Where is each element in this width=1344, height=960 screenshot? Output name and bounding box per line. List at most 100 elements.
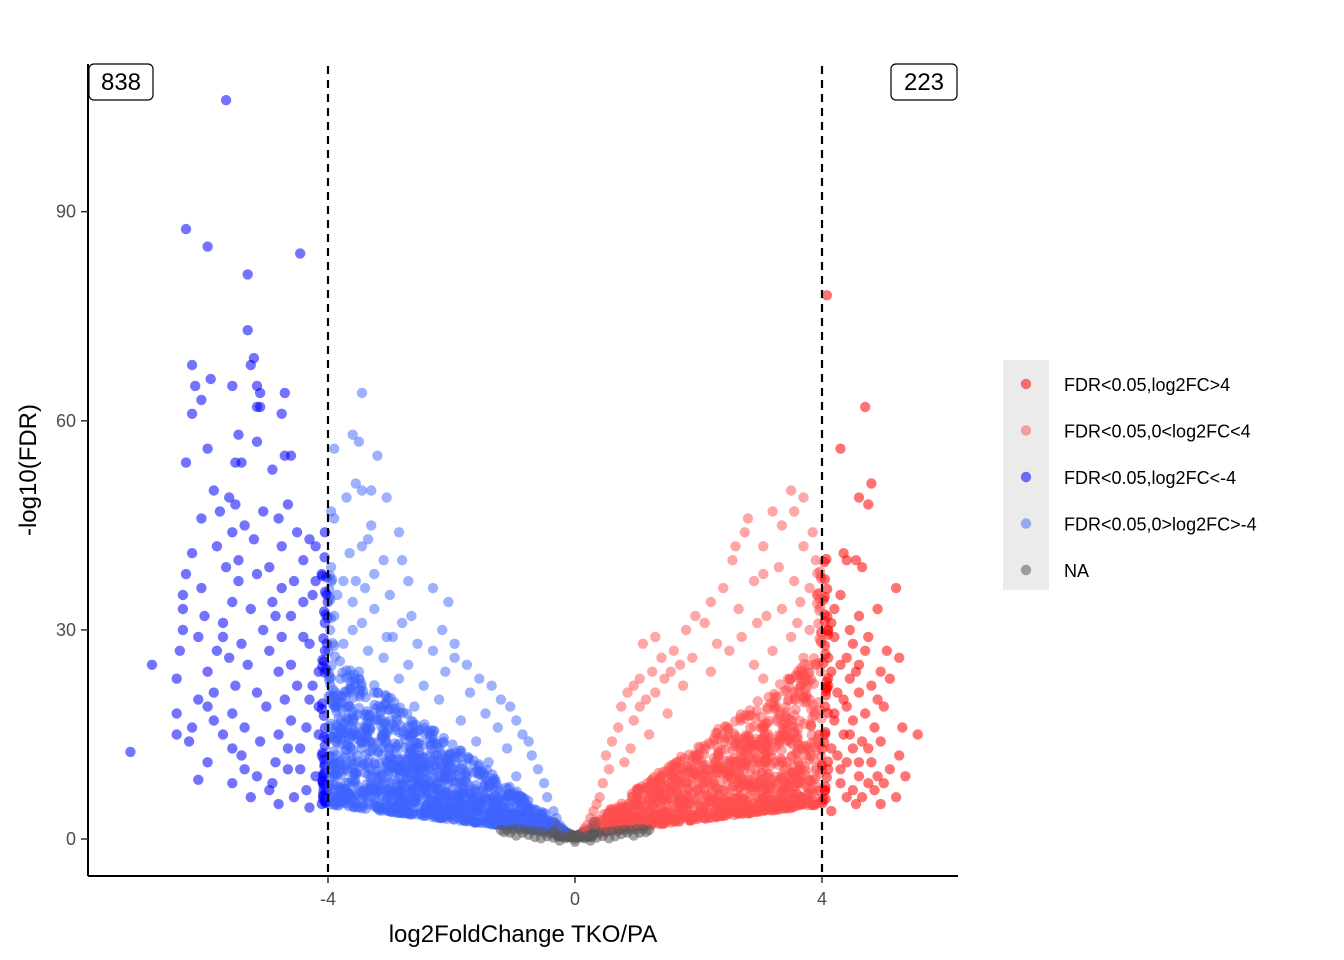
data-point bbox=[344, 548, 355, 559]
data-point bbox=[418, 680, 429, 691]
background-point bbox=[795, 681, 807, 692]
background-point bbox=[795, 669, 807, 681]
background-point bbox=[790, 704, 801, 715]
background-point bbox=[757, 767, 768, 779]
data-point bbox=[171, 729, 182, 740]
background-point bbox=[459, 810, 471, 821]
background-point bbox=[484, 777, 495, 788]
data-point bbox=[662, 708, 673, 719]
background-point bbox=[617, 813, 628, 824]
data-point bbox=[492, 722, 503, 733]
data-point bbox=[254, 736, 266, 747]
background-point bbox=[748, 782, 759, 793]
background-point bbox=[722, 723, 734, 735]
data-point bbox=[748, 575, 760, 587]
data-point bbox=[384, 589, 395, 601]
data-point bbox=[640, 694, 652, 705]
data-point bbox=[288, 792, 300, 803]
background-point bbox=[652, 776, 664, 787]
background-point bbox=[805, 720, 817, 731]
background-point bbox=[781, 777, 793, 788]
data-point bbox=[230, 499, 241, 510]
background-point bbox=[661, 789, 672, 800]
data-point bbox=[307, 589, 318, 601]
data-point bbox=[199, 610, 210, 622]
background-point bbox=[796, 764, 807, 776]
data-point bbox=[227, 380, 238, 392]
data-point bbox=[878, 778, 889, 789]
background-point bbox=[331, 706, 342, 717]
data-point bbox=[792, 617, 803, 629]
data-point bbox=[758, 673, 769, 684]
background-point bbox=[725, 773, 736, 784]
data-point bbox=[329, 443, 340, 454]
background-point bbox=[705, 792, 717, 803]
data-point bbox=[884, 673, 896, 684]
data-point bbox=[782, 673, 794, 684]
data-point bbox=[542, 831, 553, 842]
data-point bbox=[180, 457, 192, 468]
data-point bbox=[517, 729, 528, 740]
data-point bbox=[285, 715, 297, 726]
data-point bbox=[307, 680, 318, 691]
data-point bbox=[267, 778, 278, 789]
background-point bbox=[634, 783, 645, 795]
data-point bbox=[853, 610, 865, 622]
data-point bbox=[850, 555, 862, 566]
data-point bbox=[850, 666, 862, 677]
data-point bbox=[427, 792, 439, 803]
data-point bbox=[406, 610, 417, 622]
data-point bbox=[853, 492, 865, 503]
data-point bbox=[752, 617, 763, 629]
background-point bbox=[346, 758, 358, 770]
data-point bbox=[844, 729, 855, 740]
background-point bbox=[745, 722, 756, 733]
data-point bbox=[724, 645, 735, 656]
data-point bbox=[659, 673, 670, 684]
data-point bbox=[850, 798, 862, 810]
data-point bbox=[474, 805, 485, 817]
data-point bbox=[319, 617, 331, 629]
data-point bbox=[480, 708, 491, 719]
data-point bbox=[258, 506, 269, 517]
background-point bbox=[424, 757, 435, 768]
background-point bbox=[478, 768, 489, 779]
background-point bbox=[327, 638, 338, 649]
data-point bbox=[603, 764, 615, 775]
legend-key bbox=[1020, 378, 1032, 390]
background-point bbox=[739, 805, 751, 816]
background-point bbox=[352, 733, 363, 744]
data-point bbox=[372, 687, 383, 698]
data-point bbox=[826, 666, 837, 677]
background-point bbox=[432, 741, 444, 753]
data-point bbox=[211, 645, 223, 656]
data-point bbox=[366, 520, 377, 531]
legend-label: FDR<0.05,log2FC>4 bbox=[1064, 375, 1230, 395]
data-point bbox=[897, 722, 908, 733]
background-point bbox=[651, 786, 662, 797]
data-point bbox=[276, 408, 287, 419]
data-point bbox=[875, 666, 886, 677]
data-point bbox=[329, 513, 340, 524]
data-point bbox=[718, 582, 729, 594]
data-point bbox=[245, 792, 256, 803]
background-point bbox=[337, 760, 348, 771]
data-point bbox=[279, 694, 290, 705]
data-point bbox=[230, 680, 241, 691]
background-point bbox=[721, 807, 733, 818]
data-point bbox=[393, 673, 405, 684]
background-point bbox=[419, 719, 430, 730]
data-point bbox=[251, 687, 263, 698]
data-point bbox=[872, 771, 883, 782]
background-point bbox=[796, 778, 807, 789]
data-point bbox=[171, 708, 182, 719]
data-point bbox=[634, 701, 645, 712]
legend-label: FDR<0.05,log2FC<-4 bbox=[1064, 468, 1236, 488]
y-tick-label: 90 bbox=[56, 202, 76, 222]
data-point bbox=[798, 652, 809, 663]
data-point bbox=[437, 624, 448, 636]
background-point bbox=[739, 794, 750, 806]
data-point bbox=[758, 568, 769, 580]
background-point bbox=[447, 739, 458, 750]
data-point bbox=[245, 359, 256, 371]
